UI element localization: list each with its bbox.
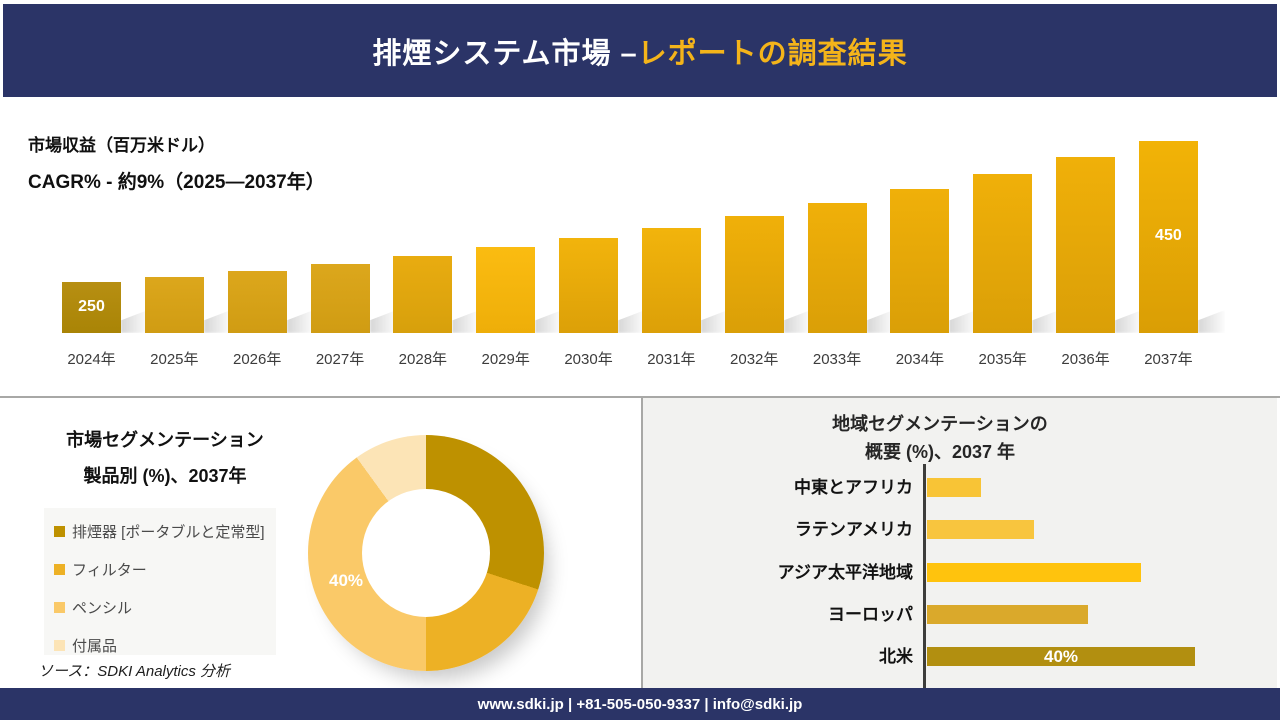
bar-data-label: 250 [78,298,105,315]
axis-year-label: 2024年 [67,351,116,368]
region-segmentation-panel: 地域セグメンテーションの 概要 (%)、2037 年 中東とアフリカ ラテンアメリ… [641,398,1277,690]
revenue-bar-2032年 [724,216,811,333]
region-bar-ヨーロッパ [927,604,1088,624]
donut-chart: 40% [308,435,544,671]
report-header: 排煙システム市場 – レポートの調査結果 [3,4,1277,97]
region-bar-アジア太平洋地域 [927,562,1142,582]
header-title-main: 排煙システム市場 – [372,37,638,70]
footer-bar: www.sdki.jp | +81-505-050-9337 | info@sd… [0,688,1280,720]
bar-shadow [1197,310,1225,333]
segmentation-title-line2: 製品別 (%)、2037年 [83,466,247,486]
legend-swatch-icon [54,564,65,575]
region-label: アジア太平洋地域 [777,562,913,582]
footer-contact: www.sdki.jp | +81-505-050-9337 | info@sd… [477,695,803,713]
segmentation-title-line1: 市場セグメンテーション [66,430,264,450]
cagr-label: CAGR% - 約9%（2025―2037年） [28,172,325,193]
revenue-bar-2033年 [807,203,894,333]
legend-item: ペンシル [54,597,266,618]
revenue-bar-2034年 [890,189,977,333]
region-label: 北米 [879,647,913,667]
legend-item-label: ペンシル [72,600,133,617]
axis-year-label: 2028年 [398,351,448,368]
axis-year-label: 2033年 [812,351,862,368]
donut-data-label: 40% [328,571,364,590]
legend-item-label: フィルター [72,562,147,579]
revenue-bar-2026年 [227,271,314,333]
legend-swatch-icon [54,602,65,613]
header-title-accent: レポートの調査結果 [637,37,908,70]
revenue-bar-2037年: 450 [1138,141,1225,333]
region-bar-中東とアフリカ [927,478,981,497]
region-label: ラテンアメリカ [794,520,913,540]
donut-legend: 排煙器 [ポータブルと定常型] フィルターペンシル付属品 [44,508,276,655]
region-bar-ラテンアメリカ [927,520,1035,540]
bottom-section: 市場セグメンテーション 製品別 (%)、2037年 排煙器 [ポータブルと定常型… [0,396,1280,690]
axis-year-label: 2032年 [730,351,779,368]
axis-year-label: 2034年 [895,351,945,368]
axis-year-label: 2031年 [647,351,696,368]
revenue-bars: 250 2024年 2025年 2026年 2027年 2028年 2029年 2030年 20… [0,97,1280,396]
axis-year-label: 2036年 [1061,351,1110,368]
legend-item: フィルター [54,559,266,580]
revenue-bar-2024年: 250 [62,282,148,333]
source-note: ソース：SDKI Analytics 分析 [38,663,231,680]
axis-year-label: 2029年 [481,351,530,368]
legend-item-label: 排煙器 [ポータブルと定常型] [72,524,265,541]
region-bar-data-label: 40% [1043,647,1079,667]
axis-year-label: 2026年 [232,351,282,368]
product-segmentation-panel: 市場セグメンテーション 製品別 (%)、2037年 排煙器 [ポータブルと定常型… [0,398,639,688]
region-bar-北米: 40% [927,647,1195,667]
axis-year-label: 2025年 [150,351,199,368]
legend-swatch-icon [54,640,65,651]
axis-year-label: 2035年 [978,351,1027,368]
legend-item-label: 付属品 [72,638,118,655]
revenue-chart-section: 市場収益（百万米ドル） CAGR% - 約9%（2025―2037年） 250 2… [0,97,1280,396]
revenue-metric-label: 市場収益（百万米ドル） [28,136,215,155]
legend-item: 排煙器 [ポータブルと定常型] [54,521,266,542]
bar-data-label: 450 [1155,227,1182,244]
revenue-bar-2029年 [476,247,563,333]
region-title-line1: 地域セグメンテーションの [832,414,1048,434]
revenue-bar-2028年 [393,256,480,333]
revenue-bar-2035年 [973,174,1060,333]
revenue-bar-2036年 [1056,157,1143,333]
revenue-bar-2027年 [310,264,397,333]
revenue-bar-2031年 [641,228,728,333]
axis-year-label: 2027年 [315,351,365,368]
region-label: 中東とアフリカ [794,478,913,497]
legend-swatch-icon [54,526,65,537]
revenue-bar-2025年 [144,277,231,333]
region-title-line2: 概要 (%)、2037 年 [864,442,1016,462]
axis-year-label: 2030年 [564,351,613,368]
revenue-bar-2030年 [559,238,646,333]
region-chart-axis [923,464,926,690]
region-label: ヨーロッパ [828,604,913,624]
legend-item: 付属品 [54,635,266,656]
axis-year-label: 2037年 [1144,351,1193,368]
